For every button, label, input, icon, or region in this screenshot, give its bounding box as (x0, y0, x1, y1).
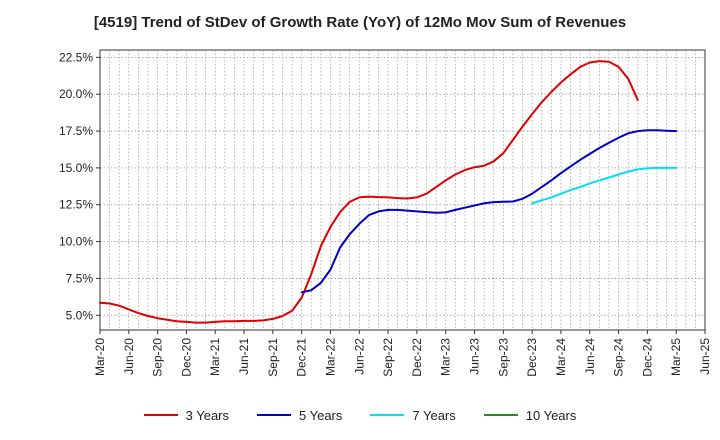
x-tick-label: Mar-23 (439, 338, 453, 376)
legend-label: 5 Years (299, 407, 343, 423)
y-tick-label: 20.0% (59, 87, 93, 101)
legend: 3 Years 5 Years 7 Years 10 Years (0, 404, 720, 426)
x-tick-label: Jun-21 (237, 338, 251, 375)
y-tick-label: 10.0% (59, 235, 93, 249)
x-tick-label: Sep-23 (496, 338, 510, 377)
y-tick-label: 12.5% (59, 198, 93, 212)
x-tick-label: Sep-24 (612, 338, 626, 377)
x-tick-label: Jun-25 (698, 338, 712, 375)
series-line-3-years (99, 60, 639, 324)
legend-item-10-years: 10 Years (483, 407, 577, 423)
legend-label: 3 Years (185, 407, 229, 423)
legend-label: 7 Years (412, 407, 456, 423)
plot-area (100, 50, 705, 330)
legend-item-7-years: 7 Years (370, 407, 456, 423)
x-tick-label: Jun-23 (468, 338, 482, 375)
chart-title: [4519] Trend of StDev of Growth Rate (Yo… (93, 14, 627, 31)
x-tick-label: Jun-20 (122, 338, 136, 375)
y-tick-label: 15.0% (59, 161, 93, 175)
x-tick-label: Dec-24 (640, 338, 654, 377)
legend-item-5-years: 5 Years (257, 408, 342, 423)
x-tick-label: Sep-21 (266, 338, 280, 377)
x-tick-label: Dec-23 (525, 338, 539, 377)
legend-label: 10 Years (525, 407, 577, 423)
x-tick-label: Mar-21 (208, 338, 222, 376)
y-tick-label: 7.5% (66, 271, 94, 285)
series-line-5-years (300, 129, 678, 294)
legend-swatch (483, 414, 518, 416)
y-tick-label: 5.0% (66, 308, 94, 322)
y-tick-label: 17.5% (59, 124, 93, 138)
y-tick-label: 22.5% (59, 50, 93, 64)
x-tick-label: Mar-25 (669, 338, 683, 376)
x-tick-label: Dec-22 (410, 338, 424, 377)
x-tick-label: Jun-24 (583, 338, 597, 375)
legend-swatch (370, 414, 405, 416)
x-tick-label: Mar-20 (93, 338, 107, 376)
x-tick-label: Sep-20 (151, 338, 165, 377)
x-tick-label: Mar-22 (323, 338, 337, 376)
series-line-7-years (531, 166, 678, 205)
x-tick-label: Mar-24 (554, 338, 568, 376)
x-tick-label: Dec-20 (179, 338, 193, 377)
x-tick-label: Jun-22 (352, 338, 366, 375)
legend-swatch (143, 414, 178, 416)
legend-item-3-years: 3 Years (143, 407, 229, 423)
x-tick-label: Sep-22 (381, 338, 395, 377)
legend-swatch (257, 414, 291, 416)
x-tick-label: Dec-21 (295, 338, 309, 377)
plot-frame (99, 49, 706, 331)
